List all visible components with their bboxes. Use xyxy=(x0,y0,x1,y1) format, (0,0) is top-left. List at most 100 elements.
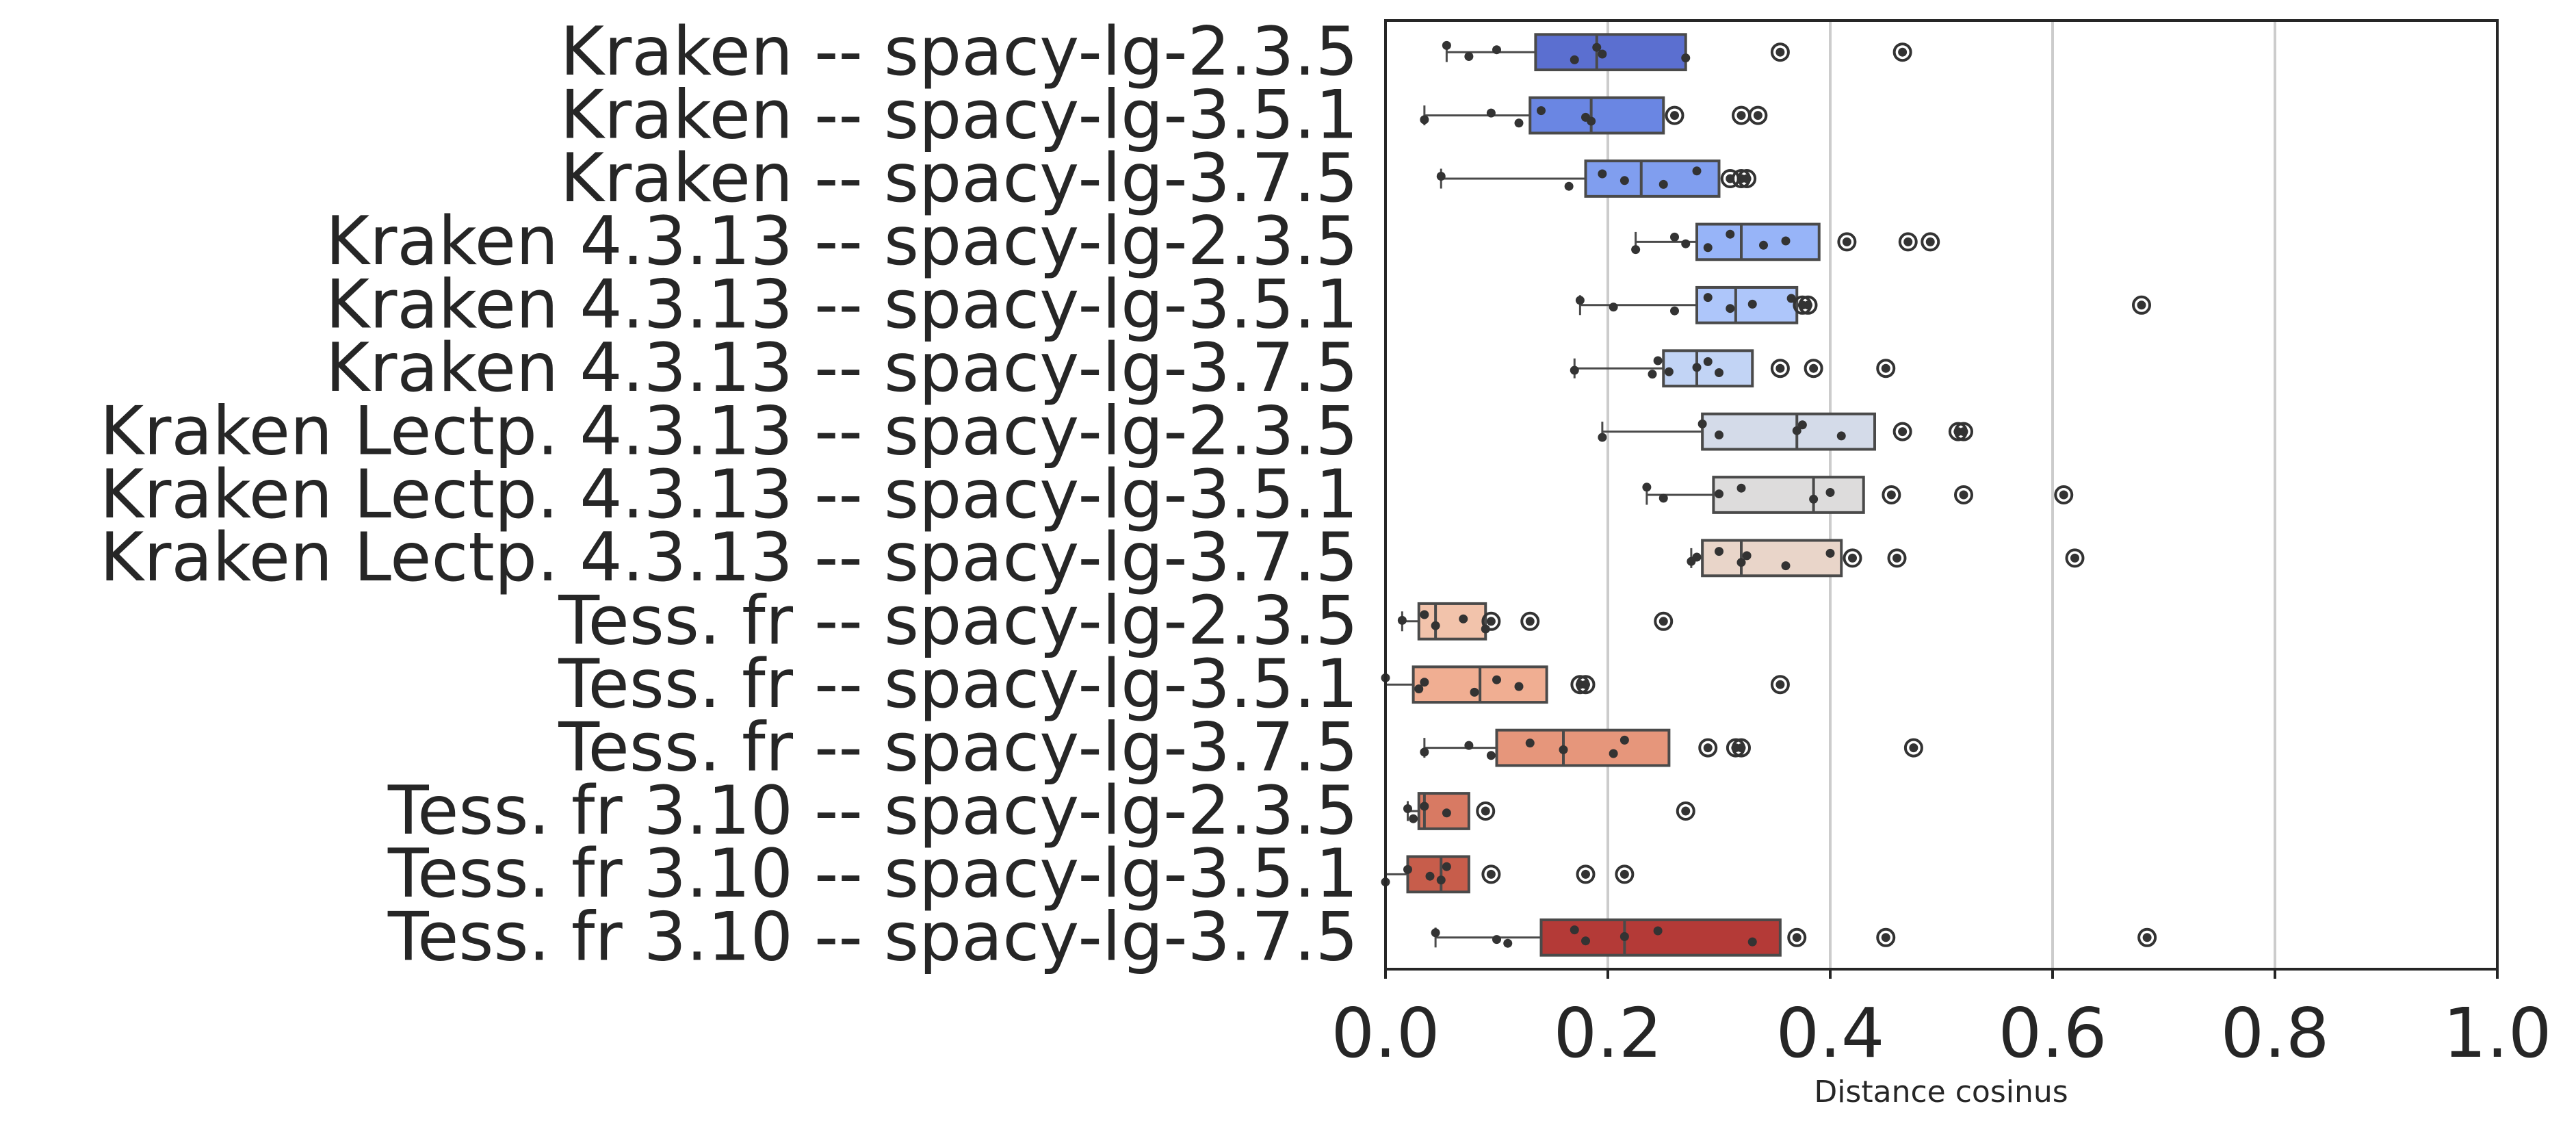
data-point xyxy=(1775,47,1785,57)
data-point xyxy=(1653,356,1663,365)
data-point xyxy=(1692,552,1702,562)
outlier-marker xyxy=(1737,169,1757,188)
data-point xyxy=(1420,747,1429,757)
box-group xyxy=(1397,602,1674,641)
outlier-marker xyxy=(1921,232,1940,252)
outlier-marker xyxy=(1676,801,1695,821)
data-point xyxy=(1886,490,1896,500)
box-group xyxy=(1687,539,2085,578)
data-point xyxy=(1619,932,1629,941)
data-point xyxy=(1759,240,1768,250)
data-point xyxy=(1898,47,1908,57)
data-point xyxy=(1848,553,1857,563)
outlier-marker xyxy=(2132,295,2151,315)
data-point xyxy=(1442,808,1451,818)
data-point xyxy=(1715,547,1723,556)
iqr-box xyxy=(1701,539,1843,578)
box-group xyxy=(1381,665,1790,704)
data-point xyxy=(1804,300,1812,310)
data-point xyxy=(1631,245,1641,255)
data-point xyxy=(1836,431,1846,441)
data-point xyxy=(1715,489,1723,499)
outlier-marker xyxy=(1882,485,1901,504)
data-point xyxy=(1703,243,1713,253)
outlier-marker xyxy=(1748,105,1768,125)
outlier-marker xyxy=(2137,927,2157,947)
data-point xyxy=(1587,116,1596,126)
data-point xyxy=(1775,680,1785,689)
data-point xyxy=(1898,427,1908,437)
data-point xyxy=(1792,933,1801,942)
data-point xyxy=(1664,367,1674,376)
data-point xyxy=(1792,426,1801,435)
data-point xyxy=(1514,118,1524,128)
data-point xyxy=(1431,621,1440,630)
data-point xyxy=(1703,743,1713,753)
outlier-marker xyxy=(1837,232,1857,252)
box-group xyxy=(1598,412,1973,451)
box-group xyxy=(1381,855,1635,894)
gridlines xyxy=(1606,21,2276,969)
outlier-marker xyxy=(1770,359,1790,378)
data-point xyxy=(1464,52,1474,61)
category-label: Kraken 4.3.13 -- spacy-lg-2.3.5 xyxy=(326,203,1358,281)
data-point xyxy=(1436,172,1446,181)
data-point xyxy=(1581,680,1590,689)
data-point xyxy=(1503,938,1513,948)
outlier-marker xyxy=(1898,232,1918,252)
data-point xyxy=(1775,363,1785,373)
data-point xyxy=(1959,490,1968,500)
outlier-marker xyxy=(1615,864,1635,884)
outlier-marker xyxy=(1770,675,1790,695)
data-point xyxy=(1570,365,1579,375)
data-point xyxy=(2070,553,2079,563)
iqr-box xyxy=(1695,222,1821,261)
data-point xyxy=(1925,237,1935,246)
iqr-box xyxy=(1695,285,1799,324)
data-point xyxy=(1425,871,1435,881)
data-point xyxy=(1436,875,1446,885)
category-label: Tess. fr 3.10 -- spacy-lg-3.5.1 xyxy=(387,835,1358,913)
data-point xyxy=(1842,237,1851,246)
box-group xyxy=(1642,476,2074,514)
data-point xyxy=(1825,488,1835,497)
category-label: Kraken -- spacy-lg-3.5.1 xyxy=(560,76,1358,154)
outlier-marker xyxy=(1770,42,1790,62)
outlier-marker xyxy=(2065,548,2085,568)
data-point xyxy=(1598,433,1607,442)
x-axis-ticks: 0.0 0.2 0.4 0.6 0.8 1.0 xyxy=(1331,969,2552,1073)
data-point xyxy=(1747,937,1757,947)
category-label: Kraken Lectp. 4.3.13 -- spacy-lg-2.3.5 xyxy=(100,392,1358,470)
x-tick-label: 0.8 xyxy=(2220,993,2329,1073)
data-point xyxy=(1726,229,1735,239)
outlier-marker xyxy=(1954,422,1973,441)
data-point xyxy=(1736,558,1746,567)
outlier-marker xyxy=(1576,675,1596,695)
data-point xyxy=(1414,684,1424,693)
data-point xyxy=(1736,111,1746,120)
box-group xyxy=(1570,349,1896,388)
outlier-marker xyxy=(1887,548,1907,568)
data-point xyxy=(1670,306,1679,316)
data-point xyxy=(1736,743,1746,753)
box-group xyxy=(1436,159,1757,198)
data-point xyxy=(1486,108,1496,118)
data-point xyxy=(1537,106,1546,116)
data-point xyxy=(2137,300,2146,310)
data-point xyxy=(1459,614,1468,624)
data-point xyxy=(1486,617,1496,626)
data-point xyxy=(1581,936,1590,946)
data-point xyxy=(1492,45,1501,55)
outlier-marker xyxy=(1481,864,1501,884)
data-point xyxy=(1881,363,1890,373)
data-point xyxy=(1598,49,1607,59)
category-label: Tess. fr -- spacy-lg-3.5.1 xyxy=(558,645,1358,723)
x-tick-label: 0.2 xyxy=(1553,993,1662,1073)
data-point xyxy=(1809,363,1819,373)
data-point xyxy=(1681,53,1691,63)
iqr-box xyxy=(1528,96,1665,135)
data-point xyxy=(1575,296,1585,305)
data-point xyxy=(1403,804,1412,813)
data-point xyxy=(1481,624,1490,634)
